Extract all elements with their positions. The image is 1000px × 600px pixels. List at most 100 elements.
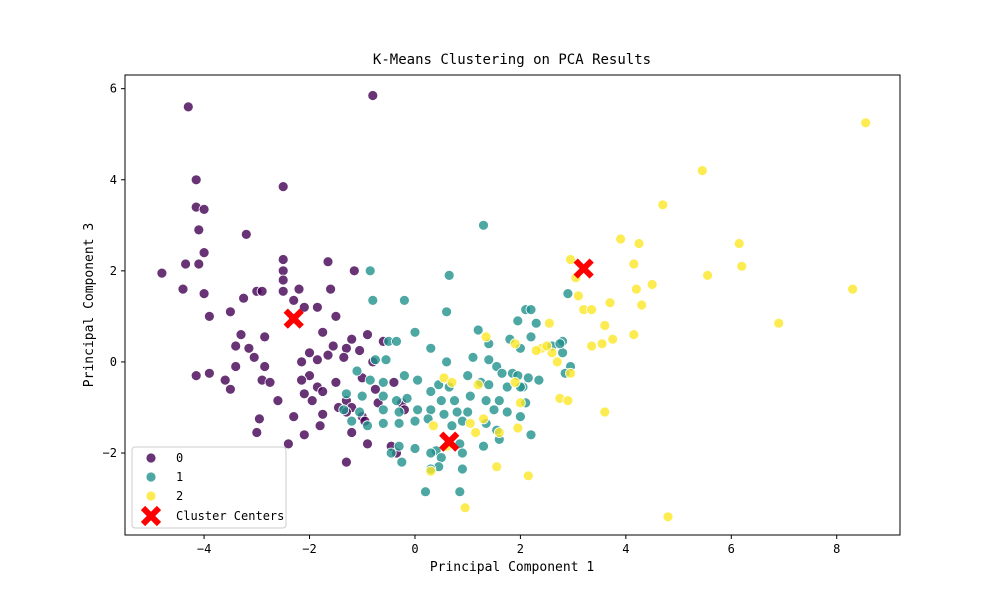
cluster-1-point — [425, 386, 437, 397]
cluster-2-point — [472, 379, 484, 391]
cluster-1-point — [377, 376, 389, 388]
cluster-0-point — [248, 351, 260, 363]
cluster-1-point — [435, 395, 447, 407]
cluster-0-point — [288, 411, 300, 423]
cluster-1-point — [478, 440, 489, 452]
cluster-center-marker-stroke-b — [573, 258, 594, 279]
cluster-0-point — [346, 427, 358, 438]
cluster-1-point — [356, 390, 368, 402]
cluster-0-point — [311, 301, 323, 313]
cluster-1-point — [425, 447, 437, 459]
cluster-0-point — [230, 340, 242, 352]
cluster-0-point — [277, 181, 289, 193]
cluster-1-point — [443, 269, 455, 281]
cluster-1-point — [512, 315, 524, 327]
cluster-2-point — [509, 376, 521, 388]
cluster-2-point — [662, 511, 674, 523]
plot-area-frame — [124, 74, 901, 536]
cluster-1-point — [420, 486, 431, 498]
cluster-2-point — [512, 422, 524, 434]
cluster-1-point — [488, 404, 500, 416]
cluster-2-point — [646, 279, 658, 290]
cluster-1-point — [501, 381, 513, 393]
chart-title: K-Means Clustering on PCA Results — [373, 52, 651, 68]
cluster-0-point — [224, 306, 236, 318]
cluster-1-point — [462, 370, 474, 382]
cluster-0-point — [277, 274, 289, 286]
cluster-2-point — [596, 338, 608, 350]
cluster-0-point — [330, 310, 342, 322]
cluster-0-point — [190, 370, 202, 382]
cluster-1-point — [340, 388, 352, 400]
cluster-1-point — [467, 351, 479, 363]
cluster-2-point — [607, 333, 619, 345]
x-tick-label: −2 — [302, 542, 316, 556]
cluster-2-point — [657, 199, 669, 211]
cluster-1-point — [391, 395, 402, 407]
cluster-1-point — [369, 354, 381, 366]
cluster-1-point — [338, 404, 350, 416]
cluster-1-point — [354, 406, 366, 418]
cluster-0-point — [198, 288, 210, 300]
cluster-1-point — [480, 395, 492, 407]
cluster-0-point — [296, 374, 308, 386]
cluster-0-point — [219, 374, 231, 386]
cluster-1-point — [393, 406, 405, 418]
cluster-2-point — [586, 304, 597, 316]
cluster-0-point — [322, 256, 334, 268]
cluster-2-point — [860, 117, 872, 129]
cluster-0-point — [293, 283, 305, 295]
cluster-0-point — [298, 429, 310, 441]
cluster-2-point — [493, 427, 505, 438]
cluster-0-point — [367, 90, 379, 101]
cluster-1-point — [483, 379, 495, 391]
legend-marker-cluster-centers — [140, 505, 162, 527]
cluster-1-point — [493, 395, 505, 407]
cluster-0-point — [317, 408, 329, 420]
cluster-1-point — [398, 294, 410, 306]
cluster-1-point — [557, 347, 568, 359]
cluster-2-point — [425, 465, 437, 477]
cluster-1-point — [393, 440, 405, 452]
cluster-1-point — [525, 429, 537, 441]
cluster-center-marker — [283, 308, 304, 329]
cluster-2-point — [702, 269, 713, 281]
cluster-2-point — [427, 420, 439, 432]
cluster-0-point — [251, 427, 263, 438]
cluster-1-point — [412, 404, 424, 416]
x-tick-label: −4 — [197, 542, 211, 556]
cluster-2-point — [696, 165, 708, 177]
cluster-2-point — [733, 238, 745, 249]
cluster-0-point — [277, 265, 289, 277]
cluster-0-point — [203, 367, 215, 379]
x-tick-label: 4 — [622, 542, 629, 556]
cluster-center-marker-stroke-b — [283, 308, 304, 329]
y-tick-label: 4 — [110, 173, 117, 187]
cluster-2-point — [530, 345, 542, 356]
cluster-1-point — [391, 335, 402, 347]
centers-layer — [283, 258, 594, 452]
cluster-2-point — [565, 254, 576, 265]
cluster-0-point — [264, 376, 276, 388]
cluster-1-point — [530, 317, 542, 329]
cluster-1-point — [396, 456, 408, 468]
cluster-0-point — [346, 333, 358, 345]
cluster-0-point — [362, 438, 373, 450]
y-tick-label: 6 — [110, 82, 117, 96]
cluster-1-point — [385, 447, 397, 459]
cluster-2-point — [509, 338, 521, 350]
cluster-0-point — [193, 258, 205, 270]
cluster-1-point — [501, 406, 513, 418]
cluster-0-point — [340, 342, 352, 354]
cluster-1-point — [472, 324, 484, 336]
legend-label-1: 1 — [176, 470, 183, 484]
cluster-1-point — [364, 374, 376, 386]
cluster-0-point — [182, 101, 194, 113]
cluster-2-point — [847, 283, 858, 295]
cluster-2-point — [562, 395, 574, 407]
points-layer — [156, 90, 872, 523]
cluster-0-point — [259, 331, 271, 343]
cluster-1-point — [441, 306, 453, 318]
cluster-center-marker-stroke-b — [439, 431, 460, 452]
